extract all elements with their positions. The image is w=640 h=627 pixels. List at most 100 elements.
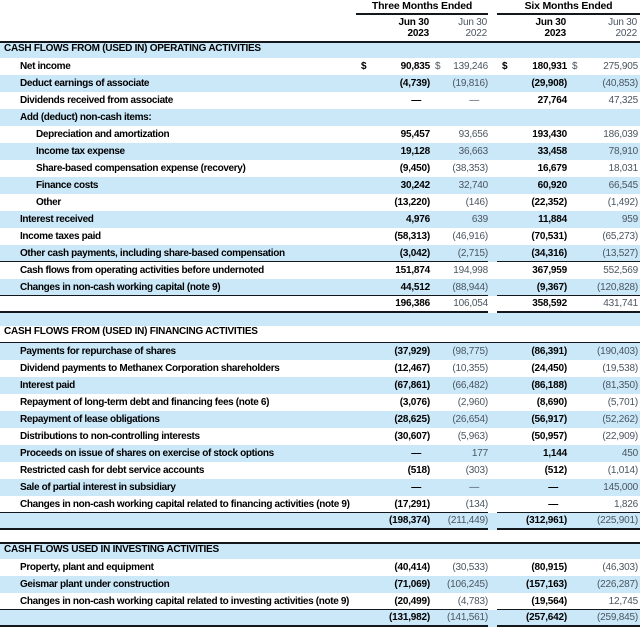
value-cell: 93,656 [430, 126, 489, 143]
cell-value: 18,031 [608, 163, 639, 174]
row-label: Net income [20, 61, 71, 72]
cell-value: — [469, 95, 479, 106]
value-cell: 552,569 [567, 262, 640, 279]
column-header-cell: Jun 30 2022 [567, 15, 640, 41]
value-cell: (40,414) [356, 559, 430, 576]
value-cell: (38,353) [430, 160, 488, 177]
table-row: Interest paid (67,861) (66,482) (86,188) (81… [0, 377, 640, 394]
value-cell: (5,963) [430, 428, 488, 445]
value-cell: (8,690) [497, 394, 567, 411]
cell-value: 145,000 [603, 482, 638, 493]
cell-value: 639 [471, 214, 488, 225]
value-cell: (257,642) [497, 610, 567, 627]
cell-value: (226,287) [596, 579, 638, 590]
value-cell: (56,917) [497, 411, 567, 428]
value-cell: 47,325 [567, 92, 640, 109]
column-gutter [488, 360, 497, 377]
value-cell: (518) [356, 462, 431, 479]
value-cell: (146) [430, 194, 489, 211]
spacer-row [0, 530, 640, 542]
column-gutter [488, 92, 497, 109]
cell-value: 959 [621, 214, 638, 225]
row-label: Add (deduct) non-cash items: [20, 112, 152, 123]
value-cell: 151,874 [356, 262, 430, 279]
value-cell: 18,031 [567, 160, 640, 177]
cell-value: (40,414) [394, 562, 430, 573]
value-cell: $275,905 [567, 58, 640, 75]
cell-value: 151,874 [395, 265, 430, 276]
cell-value: (9,367) [536, 281, 567, 293]
value-cell: (29,908) [497, 75, 567, 92]
cell-value: (4,783) [457, 595, 488, 607]
value-cell: — [497, 496, 567, 513]
row-label: Sale of partial interest in subsidiary [20, 482, 176, 493]
section-header-row: CASH FLOWS USED IN INVESTING ACTIVITIES [0, 542, 640, 559]
row-label: Changes in non-cash working capital (not… [0, 279, 356, 296]
value-cell: (34,316) [497, 245, 567, 262]
cell-value: (29,908) [531, 78, 567, 89]
cell-value: (13,220) [394, 197, 430, 208]
value-cell: (17,291) [356, 496, 430, 513]
currency-symbol: $ [361, 61, 367, 72]
cell-value: 431,741 [603, 298, 638, 309]
value-cell: 30,242 [356, 177, 431, 194]
value-cell: (512) [497, 462, 568, 479]
column-gutter [488, 377, 497, 394]
cell-value: 30,242 [400, 180, 431, 191]
value-cell: 12,745 [567, 593, 640, 610]
cell-value: (58,313) [394, 231, 430, 242]
column-gutter [488, 279, 497, 296]
cell-value: 16,679 [537, 163, 568, 174]
section-title: CASH FLOWS FROM (USED IN) FINANCING ACTI… [4, 326, 258, 337]
column-gutter [488, 228, 497, 245]
cell-value: (1,014) [607, 465, 638, 476]
cell-value: — [469, 482, 479, 493]
value-cell: (67,861) [356, 377, 430, 394]
value-cell: 186,039 [567, 126, 640, 143]
currency-symbol: $ [502, 61, 508, 72]
value-cell: (46,916) [430, 228, 488, 245]
cell-value: 358,592 [532, 298, 567, 309]
value-cell: 36,663 [430, 143, 489, 160]
group-header-six-months: Six Months Ended [497, 0, 640, 15]
table-row: Other (13,220) (146) (22,352) (1,492) [0, 194, 640, 211]
cell-value: (198,374) [388, 515, 430, 526]
column-gutter [488, 194, 497, 211]
cell-value: 33,458 [537, 146, 568, 157]
cell-value: (52,262) [602, 414, 638, 425]
value-cell: 11,884 [497, 211, 567, 228]
value-cell: (65,273) [567, 228, 640, 245]
cell-value: (34,316) [531, 247, 567, 259]
row-label: Income tax expense [36, 146, 125, 157]
row-label: Depreciation and amortization [36, 129, 170, 140]
value-cell: 431,741 [567, 296, 640, 313]
value-cell: 367,959 [497, 262, 567, 279]
cell-value: (70,531) [531, 231, 567, 242]
column-gutter [488, 296, 497, 313]
value-cell: — [430, 92, 488, 109]
column-gutter [488, 58, 497, 75]
group-header-three-months: Three Months Ended [356, 0, 488, 15]
cell-value: 552,569 [603, 265, 638, 276]
value-cell: (52,262) [567, 411, 640, 428]
value-cell: (9,367) [497, 279, 567, 296]
value-cell: — [356, 92, 430, 109]
cell-value: (3,076) [399, 397, 430, 408]
column-gutter [488, 496, 497, 513]
value-cell: 959 [567, 211, 640, 228]
cell-value: — [548, 482, 558, 493]
cell-value: (131,982) [388, 612, 430, 623]
value-cell: 177 [430, 445, 488, 462]
value-cell: (211,449) [430, 513, 488, 530]
table-row: Repayment of long-term debt and financin… [0, 394, 640, 411]
value-cell: 19,128 [356, 143, 431, 160]
value-cell: (81,350) [567, 377, 640, 394]
column-gutter [488, 15, 497, 41]
cell-value: 180,931 [532, 61, 567, 72]
value-cell: 1,144 [497, 445, 567, 462]
cell-value: (19,538) [602, 363, 638, 374]
column-gutter [488, 211, 497, 228]
section-header-row: CASH FLOWS FROM (USED IN) FINANCING ACTI… [0, 326, 640, 343]
cell-value: (19,816) [452, 78, 488, 89]
